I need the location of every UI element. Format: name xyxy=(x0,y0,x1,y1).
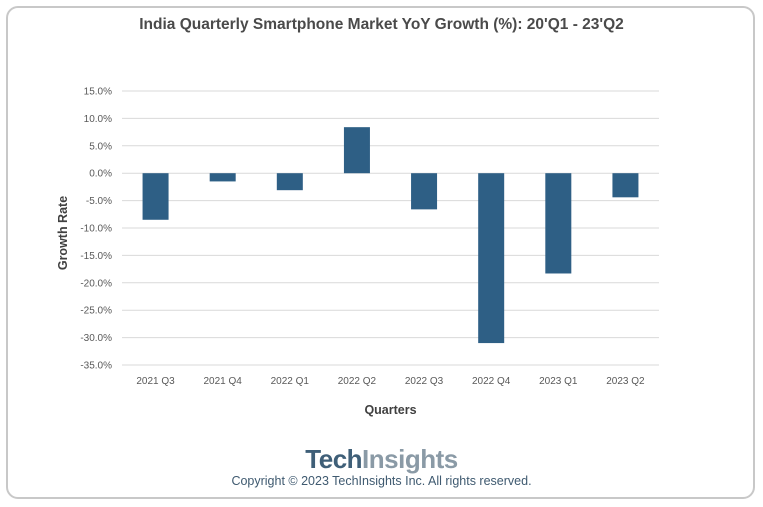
techinsights-logo: TechInsights xyxy=(0,443,763,475)
bar-2023-q1 xyxy=(545,173,572,274)
logo-tech-text: Tech xyxy=(305,444,363,474)
x-tick-label: 2021 Q4 xyxy=(204,376,243,387)
x-tick-label: 2023 Q1 xyxy=(539,376,578,387)
y-tick-label: -20.0% xyxy=(80,278,112,289)
bars xyxy=(142,127,639,344)
chart-title: India Quarterly Smartphone Market YoY Gr… xyxy=(139,16,624,33)
x-axis-title: Quarters xyxy=(364,403,416,417)
x-tick-label: 2022 Q4 xyxy=(472,376,511,387)
x-tick-label: 2021 Q3 xyxy=(136,376,175,387)
bar-2022-q2 xyxy=(343,127,370,174)
y-tick-label: -10.0% xyxy=(80,224,112,235)
bar-2022-q1 xyxy=(276,173,303,191)
y-tick-label: -25.0% xyxy=(80,306,112,317)
y-tick-label: 15.0% xyxy=(84,87,112,98)
x-tick-label: 2023 Q2 xyxy=(606,376,645,387)
y-tick-label: 10.0% xyxy=(84,114,112,125)
y-tick-label: -35.0% xyxy=(80,361,112,372)
y-tick-label: -5.0% xyxy=(86,196,112,207)
y-tick-label: -15.0% xyxy=(80,251,112,262)
gridlines xyxy=(122,90,659,366)
y-tick-label: -30.0% xyxy=(80,333,112,344)
logo-insights-text: Insights xyxy=(362,444,458,474)
x-tick-label: 2022 Q3 xyxy=(405,376,444,387)
bar-2021-q3 xyxy=(142,173,169,220)
y-axis-title: Growth Rate xyxy=(56,196,70,270)
bar-2022-q4 xyxy=(478,173,505,344)
bar-2022-q3 xyxy=(411,173,438,210)
y-axis-ticks: 15.0% 10.0% 5.0% 0.0% -5.0% -10.0% -15.0% -20.0… xyxy=(80,87,112,372)
x-axis-ticks: 2021 Q3 2021 Q4 2022 Q1 2022 Q2 2022 Q3 2022 … xyxy=(136,376,645,387)
chart-frame xyxy=(6,6,755,499)
x-tick-label: 2022 Q2 xyxy=(338,376,377,387)
copyright-notice: Copyright © 2023 TechInsights Inc. All r… xyxy=(231,474,532,488)
x-tick-label: 2022 Q1 xyxy=(271,376,310,387)
bar-2021-q4 xyxy=(209,173,236,182)
y-tick-label: 0.0% xyxy=(89,169,112,180)
bar-2023-q2 xyxy=(612,173,639,198)
y-tick-label: 5.0% xyxy=(89,141,112,152)
